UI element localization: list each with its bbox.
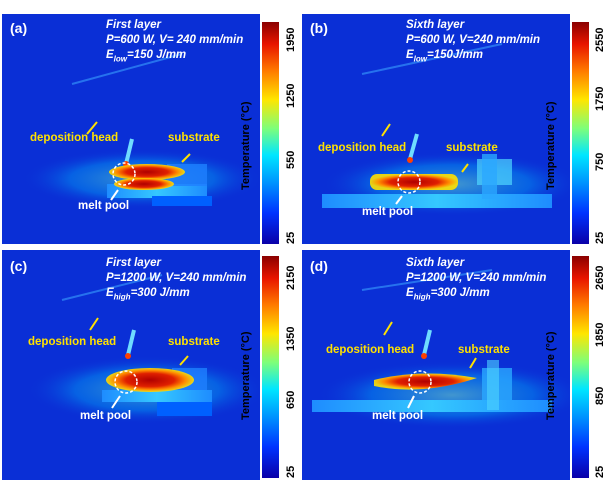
thermal-image-b: (b) Sixth layer P=600 W, V=240 mm/min El… [302,14,570,244]
tick-min-a: 25 [285,231,297,244]
thermal-image-d: (d) Sixth layer P=1200 W, V=240 mm/min E… [302,250,570,480]
substrate-label: substrate [168,132,220,144]
substrate-label: substrate [168,336,220,348]
power-speed-text: P=1200 W, V=240 mm/min [406,272,547,284]
power-speed-text: P=1200 W, V=240 mm/min [106,272,247,284]
colorbar-title-b: Temperature (°C) [545,101,557,190]
layer-text: First layer [106,257,161,269]
energy-text: Ehigh=300 J/mm [406,287,490,302]
tick-high-a: 1250 [285,83,297,108]
energy-text: Elow=150 J/mm [106,49,187,64]
power-speed-text: P=600 W, V= 240 mm/min [106,34,244,46]
colorbar-title-d: Temperature (°C) [545,331,557,420]
colorbar-c [262,256,279,478]
colorbar-a [262,22,279,244]
tick-mid-d: 850 [594,386,606,405]
tick-max-a: 1950 [285,27,297,52]
tick-high-c: 1350 [285,326,297,351]
energy-text: Elow=150J/mm [406,49,483,64]
tick-mid-b: 750 [594,152,606,171]
panel-label: (c) [10,258,28,274]
melt-pool-label: melt pool [362,206,414,218]
substrate-label: substrate [446,142,498,154]
thermal-scene-a [2,14,260,244]
layer-text: Sixth layer [406,19,465,31]
deposition-head-label: deposition head [318,142,407,154]
colorbar-title-c: Temperature (°C) [240,331,252,420]
layer-text: Sixth layer [406,257,465,269]
layer-text: First layer [106,19,161,31]
panel-label: (d) [310,258,328,274]
tick-mid-c: 650 [285,390,297,409]
substrate-label: substrate [458,344,510,356]
tick-min-b: 25 [594,231,606,244]
power-speed-text: P=600 W, V=240 mm/min [406,34,541,46]
thermal-scene-b [302,14,570,244]
melt-pool-label: melt pool [80,410,132,422]
thermal-scene-c [2,250,260,480]
tick-max-b: 2550 [594,27,606,52]
melt-pool-label: melt pool [372,410,424,422]
energy-text: Ehigh=300 J/mm [106,287,190,302]
panel-label: (a) [10,20,28,36]
tick-high-b: 1750 [594,86,606,111]
colorbar-d [572,256,589,478]
colorbar-b [572,22,589,244]
tick-max-c: 2150 [285,265,297,290]
deposition-head-label: deposition head [30,132,119,144]
deposition-head-label: deposition head [28,336,117,348]
panel-label: (b) [310,20,328,36]
tick-min-c: 25 [285,465,297,478]
tick-min-d: 25 [594,465,606,478]
thermal-image-c: (c) First layer P=1200 W, V=240 mm/min E… [2,250,260,480]
colorbar-title-a: Temperature (°C) [240,101,252,190]
tick-max-d: 2650 [594,265,606,290]
tick-high-d: 1850 [594,322,606,347]
tick-mid-a: 550 [285,150,297,169]
melt-pool-label: melt pool [78,200,130,212]
thermal-scene-d [302,250,570,480]
deposition-head-label: deposition head [326,344,415,356]
thermal-image-a: (a) First layer P=600 W, V= 240 mm/min E… [2,14,260,244]
